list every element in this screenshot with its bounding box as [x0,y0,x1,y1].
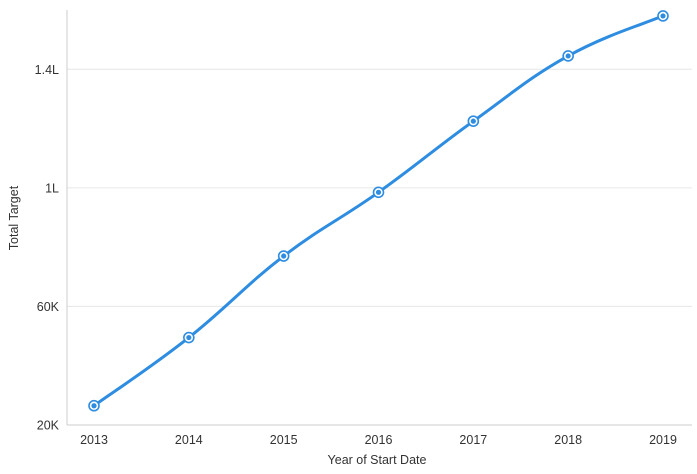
x-axis-title: Year of Start Date [328,453,427,467]
x-tick-label: 2015 [270,433,298,447]
axes [66,10,692,426]
data-point [91,403,97,409]
data-point [470,118,476,124]
y-axis-title: Total Target [7,185,21,250]
y-tick-label: 1L [45,181,59,195]
x-axis-ticks: 2013 2014 2015 2016 2017 2018 2019 [80,433,677,447]
data-point [375,189,382,195]
y-tick-label: 60K [37,300,60,314]
x-tick-label: 2014 [175,433,203,447]
x-tick-label: 2013 [80,433,108,447]
y-tick-label: 1.4L [35,63,59,77]
series [92,14,665,408]
y-axis-ticks: 20K 60K 1L 1.4L [35,63,60,433]
x-tick-label: 2017 [459,433,487,447]
data-point [660,13,666,19]
y-tick-label: 20K [37,419,60,433]
data-point [281,253,287,259]
x-tick-label: 2016 [365,433,393,447]
series-line [92,14,665,408]
data-point [186,334,192,341]
x-tick-label: 2019 [649,433,677,447]
data-point [565,53,571,59]
x-tick-label: 2018 [554,433,582,447]
data-points [88,10,669,412]
